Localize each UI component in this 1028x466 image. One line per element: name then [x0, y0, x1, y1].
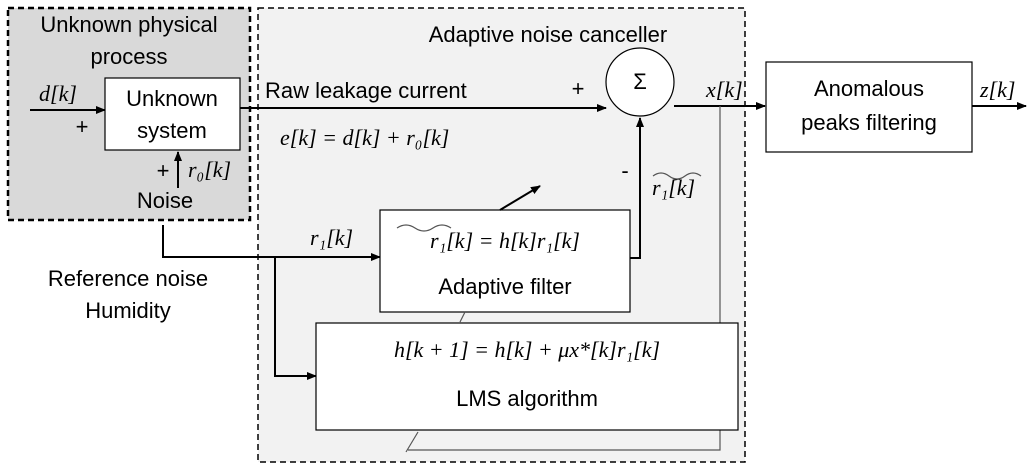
filter-equation: r₁[k] = h[k]r₁[k] — [430, 228, 580, 253]
system-label: system — [137, 118, 207, 143]
arrow — [162, 225, 381, 261]
reference-label: Humidity — [85, 298, 171, 323]
raw-label: Raw leakage current — [265, 78, 467, 103]
reference-label: Reference noise — [48, 266, 208, 291]
reference-symbol: r₁[k] — [310, 225, 353, 250]
noise-symbol: r₀[k] — [188, 157, 231, 182]
process-title: Unknown physical — [40, 12, 217, 37]
sign: + — [76, 114, 89, 139]
filtering-label: Anomalous — [814, 76, 924, 101]
feedback-line — [408, 106, 721, 451]
noise-label: Noise — [137, 188, 193, 213]
arrow — [274, 257, 317, 380]
adapt-slash — [405, 431, 419, 453]
filter-box — [379, 209, 631, 313]
sum-node — [605, 47, 675, 117]
system-label: Unknown — [126, 86, 218, 111]
estimate-symbol: r₁[k] — [652, 175, 695, 200]
lms-label: LMS algorithm — [456, 386, 598, 411]
filtering-label: peaks filtering — [801, 110, 937, 135]
sum-symbol: Σ — [633, 69, 647, 94]
lms-equation: h[k + 1] = h[k] + μx*[k]r₁[k] — [394, 337, 660, 362]
sign: - — [621, 158, 628, 183]
arrow — [630, 117, 644, 259]
input-symbol: d[k] — [39, 81, 77, 106]
system-box — [104, 77, 241, 151]
adapt-arrow — [499, 185, 541, 211]
tilde — [652, 172, 702, 180]
process-title: process — [90, 44, 167, 69]
filter-label: Adaptive filter — [438, 274, 571, 299]
output-symbol: x[k] — [705, 77, 743, 102]
sign: + — [572, 76, 585, 101]
equation: e[k] = d[k] + r₀[k] — [280, 125, 449, 150]
filtering-box — [765, 61, 973, 153]
canceller-title: Adaptive noise canceller — [429, 22, 667, 47]
filtered-symbol: z[k] — [979, 77, 1015, 102]
lms-box — [315, 322, 739, 431]
tilde — [396, 224, 452, 232]
sign: + — [157, 158, 170, 183]
adapt-slash — [459, 311, 466, 323]
